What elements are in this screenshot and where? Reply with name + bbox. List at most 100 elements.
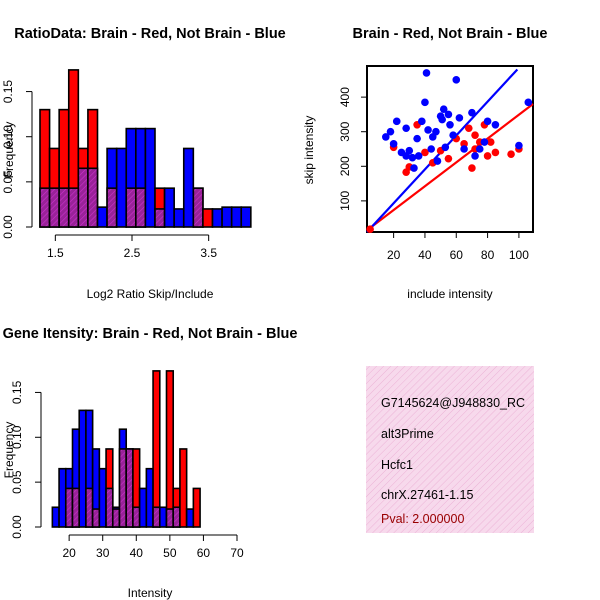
intensity-bar-not-brain [145, 467, 154, 528]
ratio-bar-overlap [154, 208, 166, 228]
brain-point [483, 152, 492, 160]
intensity-bar-overlap [152, 506, 161, 528]
intensity-bar-overlap [165, 508, 175, 528]
info-probe-id: G7145624@J948830_RC [381, 396, 525, 410]
ratio-x-tick-label: 3.5 [200, 246, 217, 260]
ratio-histogram-ylabel: Frequency [2, 122, 16, 179]
ratio-bar-brain [202, 208, 214, 228]
not-brain-point [449, 131, 457, 139]
ratio-bar-not-brain [221, 206, 233, 228]
ratio-histogram-panel: RatioData: Brain - Red, Not Brain - Blue… [1, 26, 286, 301]
not-brain-point [433, 157, 442, 165]
ratio-y-tick-label: 0.05 [1, 170, 15, 194]
intensity-bar-overlap [105, 487, 114, 528]
scatter-panel: Brain - Red, Not Brain - Blue 20 40 60 80 10… [302, 26, 547, 301]
not-brain-point [455, 114, 464, 122]
ratio-histogram-xlabel: Log2 Ratio Skip/Include [87, 287, 214, 301]
intensity-histogram-panel: Gene Itensity: Brain - Red, Not Brain - … [2, 326, 297, 600]
scatter-x-tick-label: 60 [450, 248, 464, 262]
info-gene: Hcfc1 [381, 458, 413, 472]
ratio-bar-not-brain [163, 187, 175, 228]
intensity-x-tick-label: 30 [96, 546, 110, 560]
info-event-type: alt3Prime [381, 427, 434, 441]
ratio-bar-overlap [87, 167, 99, 228]
ratio-y-tick-label: 0.10 [1, 125, 15, 149]
not-brain-point [389, 140, 398, 148]
intensity-bar-not-brain [138, 487, 148, 528]
intensity-bar-brain [165, 370, 175, 528]
not-brain-point [446, 120, 454, 129]
brain-point [421, 148, 429, 157]
scatter-x-tick-label: 80 [481, 248, 495, 262]
ratio-histogram-axes: 1.5 2.5 3.5 0.00 0.05 0.10 0.15 [1, 80, 217, 260]
intensity-bar-overlap [118, 448, 128, 528]
intensity-bar-overlap [71, 487, 81, 528]
scatter-x-tick-label: 40 [418, 248, 432, 262]
intensity-x-tick-label: 50 [163, 546, 177, 560]
intensity-bar-brain [152, 370, 161, 528]
intensity-x-tick-label: 40 [130, 546, 144, 560]
intensity-bar-overlap [125, 448, 134, 528]
intensity-bar-not-brain [158, 506, 168, 528]
not-brain-point [392, 117, 401, 126]
scatter-xlabel: include intensity [407, 287, 492, 301]
intensity-bar-brain [192, 487, 201, 528]
intensity-histogram-ylabel: Frequency [2, 422, 16, 479]
intensity-bar-not-brain [51, 506, 60, 528]
brain-point [366, 225, 374, 234]
intensity-y-tick-label: 0.00 [10, 515, 24, 539]
ratio-histogram-bars [39, 69, 252, 228]
ratio-bar-not-brain [240, 206, 252, 228]
ratio-bar-not-brain [230, 206, 243, 228]
intensity-histogram-axes: 20 30 40 50 60 70 0.00 0.05 0.10 0.15 [10, 380, 244, 560]
not-brain-point [480, 138, 489, 146]
intensity-histogram-bars [51, 370, 201, 528]
scatter-y-tick-label: 400 [338, 87, 352, 107]
ratio-x-tick-label: 1.5 [47, 246, 64, 260]
ratio-bar-overlap [125, 187, 137, 228]
info-box-background [366, 366, 534, 533]
ratio-bar-overlap [77, 167, 89, 228]
intensity-bar-overlap [85, 487, 94, 528]
brain-point [507, 150, 515, 158]
not-brain-point [402, 152, 410, 160]
ratio-bar-not-brain [144, 127, 156, 228]
ratio-bar-not-brain [96, 206, 108, 228]
not-brain-point [432, 127, 440, 136]
intensity-bar-not-brain [185, 508, 195, 528]
ratio-bar-overlap [67, 187, 80, 228]
ratio-y-tick-label: 0.00 [1, 215, 15, 239]
intensity-y-tick-label: 0.15 [10, 380, 24, 404]
ratio-bar-not-brain [211, 208, 223, 228]
scatter-plot-frame [366, 65, 534, 233]
intensity-bar-overlap [172, 506, 181, 528]
brain-fit-line [366, 103, 534, 232]
not-brain-point [515, 141, 523, 150]
not-brain-point [381, 133, 390, 141]
intensity-histogram-title: Gene Itensity: Brain - Red, Not Brain - … [3, 326, 298, 342]
not-brain-point [444, 110, 453, 119]
not-brain-point [491, 120, 500, 129]
brain-point [471, 131, 479, 139]
intensity-x-tick-label: 60 [197, 546, 211, 560]
brain-point [486, 138, 495, 146]
ratio-bar-overlap [135, 187, 147, 228]
not-brain-point [441, 143, 450, 152]
scatter-x-tick-label: 100 [509, 248, 529, 262]
info-panel: G7145624@J948830_RC alt3Prime Hcfc1 chrX… [366, 366, 534, 533]
intensity-bar-overlap [132, 506, 141, 528]
intensity-bar-overlap [64, 487, 74, 528]
not-brain-point [413, 134, 421, 143]
ratio-bar-not-brain [182, 147, 195, 228]
intensity-bar-not-brain [58, 467, 67, 528]
intensity-bar-brain [179, 448, 188, 528]
ratio-bar-overlap [106, 187, 118, 228]
ratio-bar-overlap [39, 187, 51, 228]
ratio-bar-overlap [48, 187, 60, 228]
ratio-x-tick-label: 2.5 [124, 246, 141, 260]
ratio-bar-not-brain [173, 208, 185, 228]
intensity-bar-overlap [111, 508, 121, 528]
ratio-bar-overlap [192, 187, 204, 228]
not-brain-point [460, 145, 468, 153]
not-brain-point [422, 69, 431, 77]
